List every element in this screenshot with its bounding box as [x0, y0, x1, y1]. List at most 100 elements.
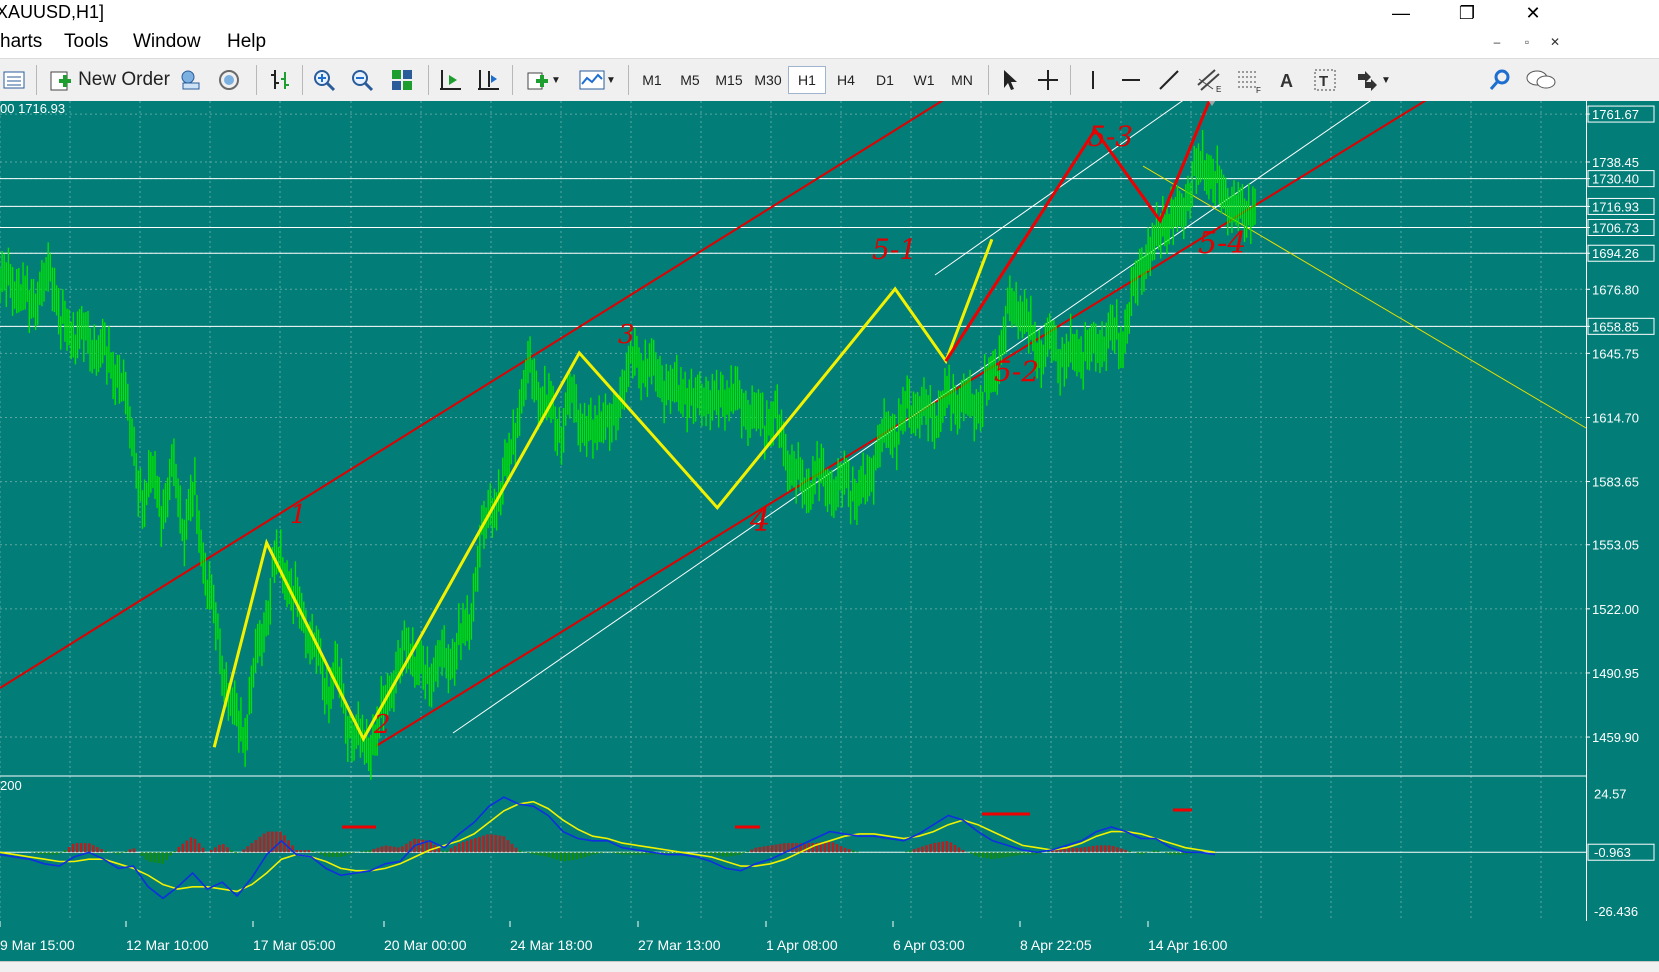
- channel-icon[interactable]: E: [1194, 66, 1224, 94]
- red-wave-line[interactable]: [944, 101, 1211, 362]
- signal-icon[interactable]: [216, 66, 242, 94]
- chevron-down-icon: ▼: [606, 74, 616, 86]
- minimize-button[interactable]: —: [1392, 2, 1410, 23]
- time-tick-label: 27 Mar 13:00: [638, 937, 721, 953]
- price-tick-label: 1676.80: [1592, 282, 1639, 297]
- bar-chart-icon[interactable]: [266, 66, 294, 94]
- oscillator-tick-label: -26.436: [1594, 904, 1638, 919]
- oscillator-value-box: [1587, 843, 1655, 861]
- timeframe-d1[interactable]: D1: [876, 72, 894, 88]
- oscillator-main-line: [0, 796, 1216, 900]
- time-tick-label: 20 Mar 00:00: [384, 937, 467, 953]
- menu-tools[interactable]: Tools: [64, 31, 109, 52]
- mdi-close-button[interactable]: ✕: [1549, 35, 1561, 49]
- zoom-in-icon[interactable]: [310, 66, 338, 94]
- chart-shift-icon[interactable]: [474, 66, 502, 94]
- horizontal-line-icon[interactable]: [1118, 66, 1144, 94]
- price-tick-label: 1706.73: [1592, 220, 1639, 235]
- wave-label-5-4: 5-4: [1198, 226, 1246, 261]
- time-tick-label: 14 Apr 16:00: [1148, 937, 1228, 953]
- menu-bar: harts Tools Window Help: [0, 28, 1659, 56]
- svg-text:T: T: [1319, 73, 1328, 90]
- wave-lines: [212, 101, 1211, 748]
- time-tick-label: 12 Mar 10:00: [126, 937, 209, 953]
- window-title: XAUUSD,H1]: [0, 2, 105, 22]
- wave-labels: 1 2 3 4 5-1 5-2 5-3 5-4: [290, 120, 1246, 740]
- profiles-icon[interactable]: [2, 66, 26, 94]
- timeframe-h4[interactable]: H4: [837, 72, 855, 88]
- restore-button[interactable]: ❐: [1458, 2, 1476, 23]
- upper-red-channel-line[interactable]: [0, 101, 945, 689]
- price-tick-label: 1583.65: [1592, 475, 1639, 490]
- shift-marker-icon[interactable]: [1208, 101, 1216, 106]
- chart-tab-bar: [0, 961, 1659, 972]
- time-tick-label: 8 Apr 22:05: [1020, 937, 1092, 953]
- svg-text:E: E: [1216, 85, 1221, 93]
- timeframe-h1[interactable]: H1: [788, 66, 826, 94]
- price-tick-label: 1694.26: [1592, 246, 1639, 261]
- chevron-down-icon: ▼: [551, 74, 561, 86]
- tile-windows-icon[interactable]: [388, 66, 416, 94]
- oscillator-label: 200: [0, 778, 22, 793]
- price-tick-label: 1459.90: [1592, 730, 1639, 745]
- templates-button[interactable]: ▼: [574, 66, 620, 94]
- title-bar: XAUUSD,H1] — ❐ ✕: [0, 0, 1659, 26]
- close-button[interactable]: ✕: [1525, 2, 1541, 23]
- wave-label-4: 4: [749, 501, 770, 539]
- text-icon[interactable]: A: [1274, 66, 1300, 94]
- fibonacci-icon[interactable]: F: [1234, 66, 1264, 94]
- timeframe-m30[interactable]: M30: [754, 72, 782, 88]
- timeframe-m15[interactable]: M15: [715, 72, 743, 88]
- price-tick-label: 1730.40: [1592, 172, 1639, 187]
- oscillator-tick-label: -0.963: [1594, 845, 1631, 860]
- price-chart[interactable]: 1 2 3 4 5-1 5-2 5-3 5-4 00 1716.93 1761.…: [0, 101, 1659, 961]
- price-axis-labels: 1761.67 1738.45 1730.40 1716.93 1706.73 1694.…: [1586, 105, 1655, 745]
- timeframe-w1[interactable]: W1: [913, 72, 935, 88]
- arrows-icon: [1358, 71, 1378, 91]
- menu-help[interactable]: Help: [227, 31, 267, 52]
- templates-icon: [579, 70, 605, 90]
- price-tick-label: 1738.45: [1592, 155, 1639, 170]
- new-order-button[interactable]: New Order: [46, 66, 172, 94]
- price-axis: [1587, 101, 1659, 961]
- arrows-button[interactable]: ▼: [1350, 66, 1396, 94]
- cursor-icon[interactable]: [996, 66, 1024, 94]
- wave-label-5-2: 5-2: [994, 355, 1039, 388]
- auto-scroll-icon[interactable]: [436, 66, 464, 94]
- zoom-out-icon[interactable]: [348, 66, 376, 94]
- timeframe-mn[interactable]: MN: [951, 72, 973, 88]
- price-tick-label: 1716.93: [1592, 199, 1639, 214]
- price-tick-label: 1658.85: [1592, 319, 1639, 334]
- chevron-down-icon: ▼: [1381, 74, 1391, 86]
- indicators-button[interactable]: ▼: [520, 66, 566, 94]
- time-tick-label: 6 Apr 03:00: [893, 937, 965, 953]
- market-watch-icon[interactable]: [178, 66, 204, 94]
- mdi-minimize-button[interactable]: –: [1493, 35, 1501, 49]
- timeframe-m5[interactable]: M5: [680, 72, 700, 88]
- mdi-restore-button[interactable]: ▫: [1524, 35, 1530, 49]
- crosshair-icon[interactable]: [1034, 66, 1062, 94]
- yellow-resistance-line[interactable]: [1142, 165, 1587, 429]
- menu-charts[interactable]: harts: [0, 31, 43, 52]
- price-tick-label: 1522.00: [1592, 602, 1639, 617]
- text-label-icon[interactable]: T: [1312, 66, 1338, 94]
- wave-label-2: 2: [373, 710, 391, 740]
- white-channel-line-upper[interactable]: [934, 101, 1185, 276]
- time-axis: 9 Mar 15:00 12 Mar 10:00 17 Mar 05:00 20 Ma…: [0, 921, 1228, 953]
- chat-icon[interactable]: [1524, 66, 1558, 94]
- price-tick-label: 1553.05: [1592, 538, 1639, 553]
- vertical-line-icon[interactable]: [1080, 66, 1106, 94]
- menu-window[interactable]: Window: [133, 31, 201, 52]
- time-tick-label: 17 Mar 05:00: [253, 937, 336, 953]
- indicators-icon: [527, 72, 549, 90]
- price-tick-label: 1614.70: [1592, 410, 1639, 425]
- price-tick-label: 1761.67: [1592, 107, 1639, 122]
- price-tick-label: 1645.75: [1592, 346, 1639, 361]
- wave-label-5-3: 5-3: [1088, 120, 1133, 153]
- yellow-wave-line[interactable]: [212, 238, 994, 748]
- oscillator-signal-line: [0, 800, 1216, 893]
- new-order-icon: [50, 71, 72, 91]
- timeframe-m1[interactable]: M1: [642, 72, 662, 88]
- trendline-icon[interactable]: [1156, 66, 1182, 94]
- search-icon[interactable]: [1486, 66, 1514, 94]
